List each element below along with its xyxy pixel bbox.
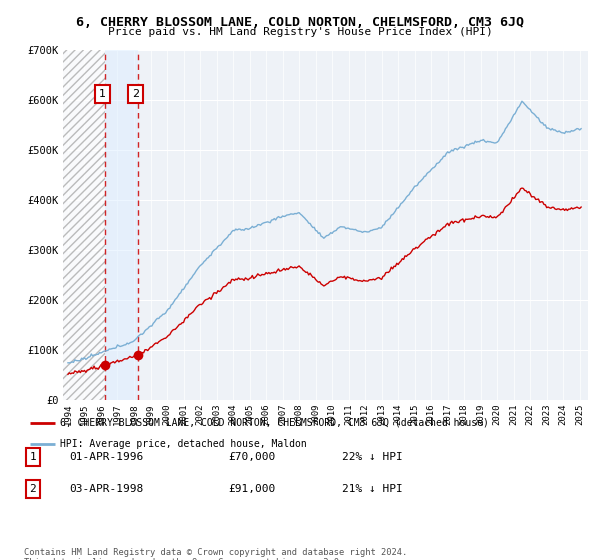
Text: HPI: Average price, detached house, Maldon: HPI: Average price, detached house, Mald… [60, 439, 307, 449]
Text: 2: 2 [29, 484, 37, 494]
Text: 1: 1 [29, 452, 37, 462]
Text: 03-APR-1998: 03-APR-1998 [69, 484, 143, 494]
Text: 1: 1 [99, 89, 106, 99]
Text: £91,000: £91,000 [228, 484, 275, 494]
Text: Price paid vs. HM Land Registry's House Price Index (HPI): Price paid vs. HM Land Registry's House … [107, 27, 493, 37]
Text: 22% ↓ HPI: 22% ↓ HPI [342, 452, 403, 462]
Text: 21% ↓ HPI: 21% ↓ HPI [342, 484, 403, 494]
Bar [63, 50, 105, 400]
Text: 6, CHERRY BLOSSOM LANE, COLD NORTON, CHELMSFORD, CM3 6JQ (detached house): 6, CHERRY BLOSSOM LANE, COLD NORTON, CHE… [60, 418, 489, 428]
Text: £70,000: £70,000 [228, 452, 275, 462]
Text: 6, CHERRY BLOSSOM LANE, COLD NORTON, CHELMSFORD, CM3 6JQ: 6, CHERRY BLOSSOM LANE, COLD NORTON, CHE… [76, 16, 524, 29]
Text: 01-APR-1996: 01-APR-1996 [69, 452, 143, 462]
Bar [105, 50, 138, 400]
Text: 2: 2 [132, 89, 139, 99]
Text: Contains HM Land Registry data © Crown copyright and database right 2024.
This d: Contains HM Land Registry data © Crown c… [24, 548, 407, 560]
